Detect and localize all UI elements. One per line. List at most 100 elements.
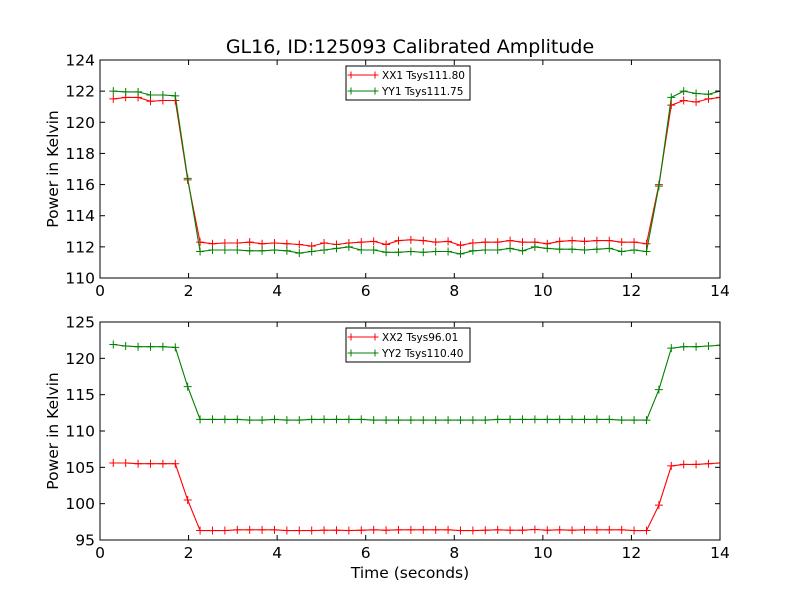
data-point [121, 458, 130, 467]
data-point [121, 341, 130, 350]
data-point [568, 236, 577, 245]
data-point [295, 249, 304, 258]
data-point [109, 87, 118, 96]
data-point [419, 248, 428, 257]
data-point [667, 461, 676, 470]
data-point [171, 343, 180, 352]
data-point [481, 416, 490, 425]
data-point [555, 245, 564, 254]
y-tick-label: 116 [65, 176, 95, 194]
x-tick-label: 2 [184, 282, 194, 300]
data-point [431, 525, 440, 534]
data-point [134, 342, 143, 351]
data-point [369, 416, 378, 425]
legend: XX2 Tsys96.01 YY2 Tsys110.40 [345, 327, 471, 363]
data-point [406, 247, 415, 256]
data-point [481, 238, 490, 247]
data-point [518, 415, 527, 424]
legend-box [345, 327, 471, 363]
data-point [245, 525, 254, 534]
data-point [134, 87, 143, 96]
data-point [245, 416, 254, 425]
legend-marker [347, 333, 355, 341]
data-point [357, 238, 366, 247]
data-point [679, 87, 688, 96]
data-point [183, 496, 192, 505]
data-point [196, 526, 205, 535]
data-point [196, 238, 205, 247]
data-point [493, 525, 502, 534]
data-point [580, 237, 589, 246]
data-point [568, 415, 577, 424]
data-point [109, 340, 118, 349]
data-point [716, 93, 720, 102]
data-point [233, 525, 242, 534]
legend-entry: YY2 Tsys110.40 [347, 348, 463, 360]
data-point [617, 416, 626, 425]
data-point [654, 182, 663, 191]
legend: XX1 Tsys111.80 YY1 Tsys111.75 [345, 65, 471, 101]
data-point [320, 526, 329, 535]
data-point [592, 245, 601, 254]
data-point [382, 248, 391, 257]
x-tick-label: 0 [95, 544, 105, 562]
data-point [307, 415, 316, 424]
axes-frame [99, 59, 721, 279]
x-tick-label: 12 [622, 282, 642, 300]
data-point [555, 415, 564, 424]
data-point [530, 242, 539, 251]
legend-marker [371, 349, 379, 357]
data-point [431, 238, 440, 247]
data-point [493, 415, 502, 424]
data-point [382, 526, 391, 535]
data-point [605, 244, 614, 253]
legend-marker [347, 87, 355, 95]
legend-entry: YY1 Tsys111.75 [347, 86, 463, 98]
data-point [382, 240, 391, 249]
x-tick-label: 14 [710, 282, 730, 300]
data-point [282, 246, 291, 255]
data-point [258, 246, 267, 255]
data-point [692, 89, 701, 98]
x-tick-label: 10 [533, 282, 553, 300]
y-tick-label: 95 [75, 532, 95, 550]
data-point [580, 525, 589, 534]
data-point [394, 248, 403, 257]
legend-box [345, 65, 471, 101]
legend-label: YY1 Tsys111.75 [381, 86, 463, 98]
legend-label: YY2 Tsys110.40 [381, 348, 463, 360]
data-point [282, 526, 291, 535]
data-point [270, 525, 279, 534]
data-point [493, 238, 502, 247]
data-point [332, 526, 341, 535]
data-point [369, 525, 378, 534]
data-point [555, 237, 564, 246]
data-point [543, 415, 552, 424]
y-tick-label: 110 [65, 270, 95, 288]
data-point [208, 415, 217, 424]
data-point [568, 526, 577, 535]
data-point [332, 244, 341, 253]
x-tick-label: 2 [184, 544, 194, 562]
data-point [109, 94, 118, 103]
data-point [245, 238, 254, 247]
data-point [196, 247, 205, 256]
data-point [270, 238, 279, 247]
data-point [630, 245, 639, 254]
data-point [146, 91, 155, 100]
data-point [394, 525, 403, 534]
data-point [456, 416, 465, 425]
data-point [282, 416, 291, 425]
data-point [109, 458, 118, 467]
legend-entry: XX2 Tsys96.01 [347, 332, 458, 344]
data-point [642, 247, 651, 256]
data-point [456, 526, 465, 535]
x-tick-label: 6 [361, 544, 371, 562]
data-point [208, 245, 217, 254]
data-point [320, 415, 329, 424]
data-point [344, 526, 353, 535]
data-point [233, 415, 242, 424]
data-point [617, 525, 626, 534]
y-tick-label: 105 [65, 459, 95, 477]
data-point [419, 236, 428, 245]
